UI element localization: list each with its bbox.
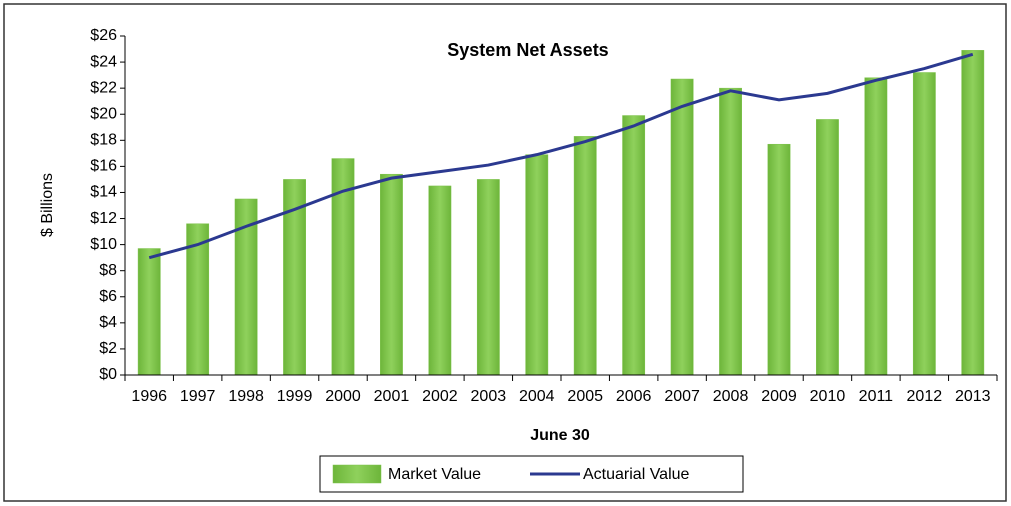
x-axis-label: June 30 [530,427,590,444]
y-tick-label: $20 [90,105,117,122]
bar [525,154,549,376]
bar [961,50,985,376]
y-tick-label: $22 [90,79,117,96]
bar [767,143,791,376]
x-tick-label: 1997 [180,388,216,405]
line [148,52,974,260]
x-tick-label: 2003 [471,388,507,405]
y-tick-label: $0 [99,366,117,383]
y-tick-label: $4 [99,314,117,331]
bar [719,87,742,376]
x-tick-label: 2007 [664,388,700,405]
x-tick-label: 1996 [131,388,167,405]
bar [380,173,403,376]
y-axis-label: $ Billions [39,173,56,237]
bar [573,136,597,376]
legend-swatch [332,464,382,484]
y-tick-label: $18 [90,132,117,149]
x-tick-label: 2011 [859,388,894,405]
bar [137,248,161,376]
x-tick-label: 1999 [277,388,313,405]
bar [816,119,839,376]
legend [319,455,744,493]
x-tick-label: 2001 [374,388,410,405]
y-tick-label: $12 [90,210,117,227]
y-tick-label: $8 [99,262,117,279]
x-tick-label: 2000 [325,388,361,405]
x-tick-label: 2010 [810,388,846,405]
y-tick-label: $6 [99,288,117,305]
y-tick-label: $14 [90,184,117,201]
legend-label: Actuarial Value [583,466,690,483]
y-tick-label: $10 [90,236,117,253]
bar [912,72,936,376]
bar [428,185,452,376]
bar [476,179,500,376]
frame [3,3,1007,502]
x-tick-label: 2013 [955,388,991,405]
bar [864,77,888,376]
y-tick-label: $16 [90,158,117,175]
y-tick-label: $2 [99,340,117,357]
x-tick-label: 2012 [907,388,943,405]
legend-label: Market Value [388,466,481,483]
y-tick-label: $24 [90,53,117,70]
x-tick-label: 2009 [761,388,797,405]
x-tick-label: 2004 [519,388,555,405]
bar [622,115,646,376]
chart-title: System Net Assets [447,40,608,60]
x-tick-label: 2002 [422,388,458,405]
x-tick-label: 1998 [228,388,264,405]
bar [670,78,694,376]
y-tick-label: $26 [90,27,117,44]
x-tick-label: 2008 [713,388,749,405]
x-tick-label: 2005 [567,388,603,405]
x-tick-label: 2006 [616,388,652,405]
